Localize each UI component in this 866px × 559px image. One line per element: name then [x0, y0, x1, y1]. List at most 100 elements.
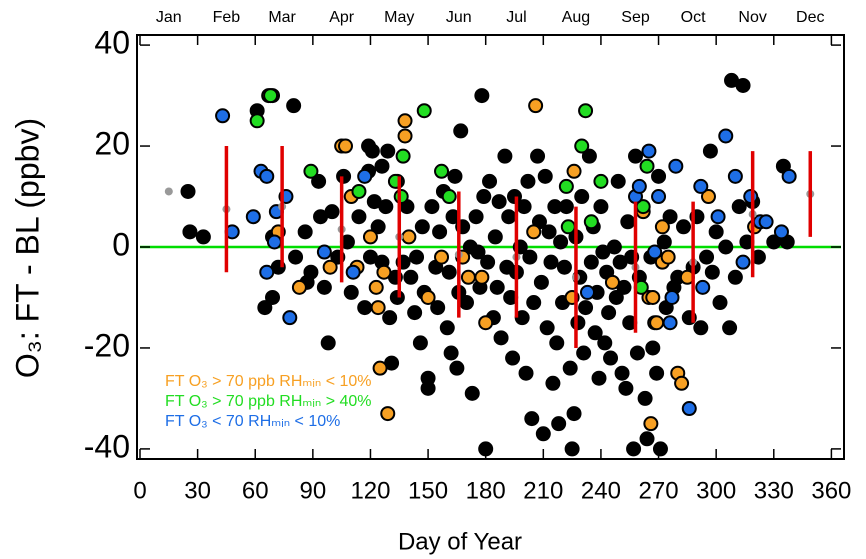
point [468, 209, 484, 225]
point [556, 259, 572, 275]
point [660, 249, 676, 265]
point [322, 259, 338, 275]
point [259, 168, 275, 184]
point [710, 209, 726, 225]
point [297, 224, 313, 240]
point [631, 178, 647, 194]
point [574, 189, 590, 205]
point [693, 178, 709, 194]
point [368, 279, 384, 295]
point [537, 168, 553, 184]
point [351, 183, 367, 199]
plot-frame [136, 34, 845, 460]
x-tick-label: 210 [523, 477, 563, 504]
point [535, 426, 551, 442]
y-tick-label: 0 [112, 226, 130, 262]
point [651, 168, 667, 184]
point [583, 254, 599, 270]
point [474, 88, 490, 104]
point [614, 365, 630, 381]
x-tick-label: 330 [754, 477, 794, 504]
point [266, 234, 282, 250]
point [549, 335, 565, 351]
x-tick-label: 360 [811, 477, 851, 504]
point [668, 158, 684, 174]
point [524, 411, 540, 427]
x-tick-label: 300 [696, 477, 736, 504]
point [420, 380, 436, 396]
point [618, 380, 634, 396]
point [439, 320, 455, 336]
point [626, 441, 642, 457]
monthly-mean [164, 187, 173, 196]
point [376, 264, 392, 280]
point [362, 229, 378, 245]
month-label: Mar [268, 9, 296, 26]
point [282, 310, 298, 326]
point [182, 224, 198, 240]
point [541, 224, 557, 240]
point [432, 224, 448, 240]
point [676, 219, 692, 235]
point [722, 320, 738, 336]
point [593, 199, 609, 215]
month-label: Dec [796, 9, 824, 26]
point [357, 300, 373, 316]
point [505, 350, 521, 366]
point [578, 103, 594, 119]
y-tick-label: 20 [94, 126, 130, 162]
point [480, 254, 496, 270]
point [560, 219, 576, 235]
point [497, 148, 513, 164]
x-tick-label: 0 [133, 477, 146, 504]
point [606, 239, 622, 255]
point [487, 229, 503, 245]
point [610, 173, 626, 189]
month-label: Sep [621, 9, 650, 26]
point [430, 300, 446, 316]
point [601, 305, 617, 321]
point [409, 249, 425, 265]
point [195, 229, 211, 245]
point [649, 315, 665, 331]
point [695, 279, 711, 295]
point [645, 340, 661, 356]
point [530, 148, 546, 164]
point [397, 128, 413, 144]
point [249, 113, 265, 129]
point [397, 113, 413, 129]
point [731, 199, 747, 215]
point [708, 224, 724, 240]
point [458, 295, 474, 311]
point [693, 320, 709, 336]
point [526, 295, 542, 311]
x-tick-label: 90 [299, 477, 326, 504]
point [291, 279, 307, 295]
point [664, 289, 680, 305]
point [389, 289, 405, 305]
point [491, 194, 507, 210]
point [662, 315, 678, 331]
point [493, 330, 509, 346]
point [581, 148, 597, 164]
point [288, 249, 304, 265]
legend-entry: FT O₃ < 70 RHₘᵢₙ < 10% [165, 413, 340, 430]
point [380, 143, 396, 159]
point [303, 163, 319, 179]
point [215, 108, 231, 124]
point [357, 168, 373, 184]
point [699, 249, 715, 265]
x-tick-label: 240 [581, 477, 621, 504]
point [526, 224, 542, 240]
point [420, 289, 436, 305]
point [501, 209, 517, 225]
point [651, 189, 667, 205]
point [574, 138, 590, 154]
point [520, 173, 536, 189]
point [727, 168, 743, 184]
x-axis-label: Day of Year [398, 528, 522, 555]
point [482, 173, 498, 189]
x-tick-label: 30 [184, 477, 211, 504]
point [628, 148, 644, 164]
point [608, 289, 624, 305]
